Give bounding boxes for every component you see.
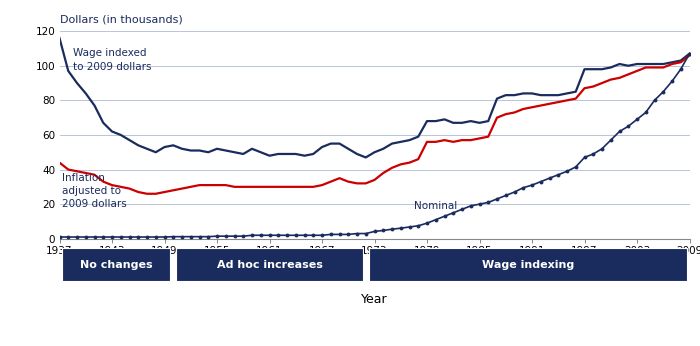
Text: Dollars (in thousands): Dollars (in thousands) (60, 15, 182, 25)
Text: Wage indexed
to 2009 dollars: Wage indexed to 2009 dollars (73, 48, 151, 72)
Text: Ad hoc increases: Ad hoc increases (216, 260, 323, 270)
Text: No changes: No changes (80, 260, 153, 270)
Text: Inflation
adjusted to
2009 dollars: Inflation adjusted to 2009 dollars (62, 173, 127, 209)
Text: Year: Year (361, 293, 388, 306)
Text: Nominal: Nominal (414, 201, 457, 211)
Text: Wage indexing: Wage indexing (482, 260, 574, 270)
